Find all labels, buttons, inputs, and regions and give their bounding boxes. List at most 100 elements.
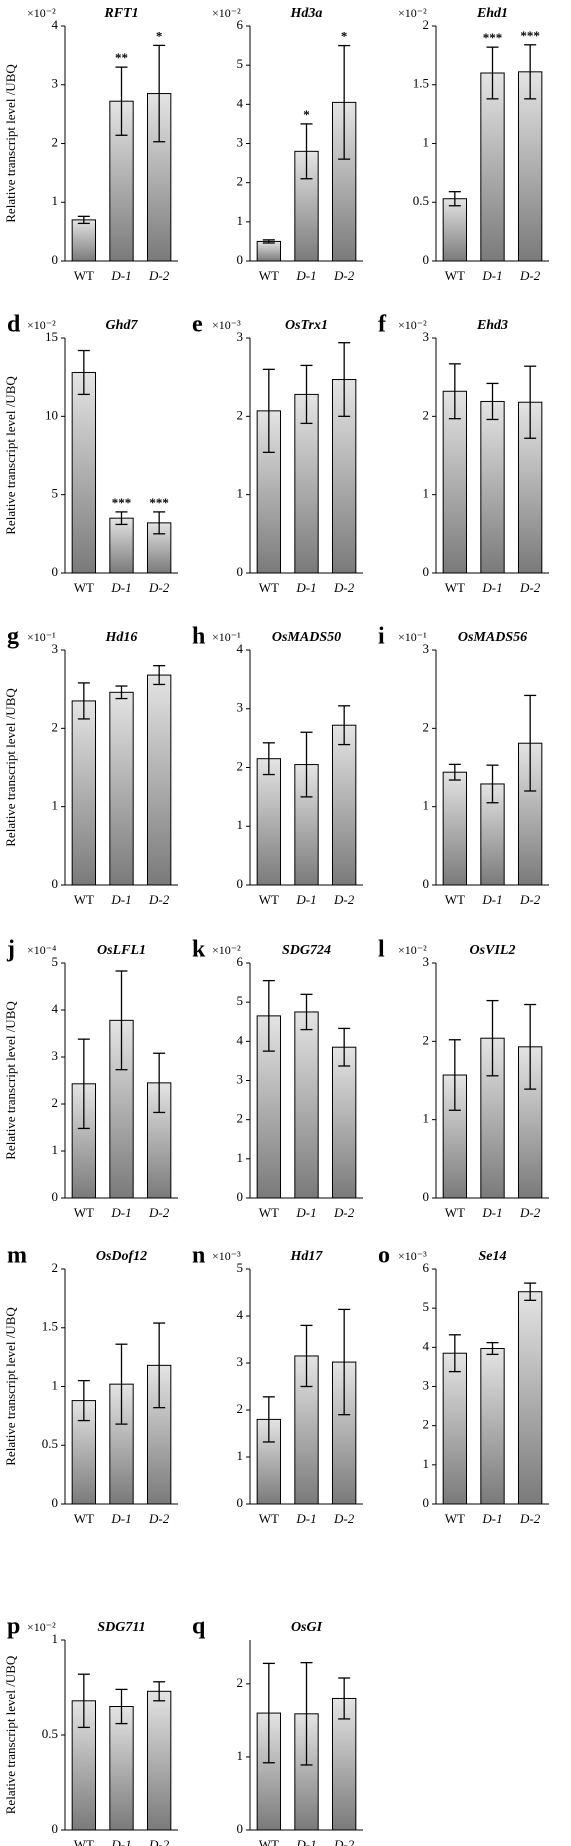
- y-tick-label: 3: [423, 329, 430, 344]
- y-tick-label: 1: [237, 1748, 244, 1763]
- bar: [146, 674, 172, 886]
- y-tick-label: 2: [237, 174, 244, 189]
- y-tick-label: 0: [52, 252, 59, 267]
- x-tick-label: D-1: [295, 580, 316, 595]
- y-tick-label: 10: [45, 407, 58, 422]
- y-tick-label: 2: [52, 1095, 59, 1110]
- bar: [256, 240, 282, 262]
- x-tick-label: D-2: [519, 1205, 541, 1220]
- y-tick-label: 1: [237, 1150, 244, 1165]
- y-tick-label: 0: [52, 1821, 59, 1836]
- x-tick-label: WT: [445, 268, 465, 283]
- x-tick-label: D-2: [148, 892, 170, 907]
- y-tick-label: 3: [423, 641, 430, 656]
- y-tick-label: 1: [423, 1456, 430, 1471]
- x-tick-label: WT: [445, 892, 465, 907]
- x-tick-label: D-1: [481, 1205, 502, 1220]
- x-tick-label: WT: [74, 580, 94, 595]
- y-tick-label: 1: [52, 1631, 59, 1646]
- multiplier: ×10⁻¹: [212, 630, 241, 644]
- x-tick-label: WT: [74, 268, 94, 283]
- y-tick-label: 4: [237, 1032, 244, 1047]
- multiplier: ×10⁻³: [398, 1249, 427, 1263]
- panel-letter: n: [192, 1243, 205, 1269]
- y-tick-label: 1: [423, 486, 430, 501]
- panel-title: Ghd7: [106, 318, 139, 333]
- y-axis-label: Relative transcript level /UBQ: [3, 1655, 18, 1814]
- panel-letter: p: [7, 1614, 20, 1640]
- y-tick-label: 0.5: [413, 193, 429, 208]
- panel-title: Hd17: [290, 1249, 324, 1264]
- y-tick-label: 1: [52, 1142, 59, 1157]
- y-tick-label: 0.5: [42, 1726, 58, 1741]
- y-tick-label: 2: [237, 407, 244, 422]
- y-tick-label: 1: [237, 213, 244, 228]
- x-tick-label: D-2: [148, 1511, 170, 1526]
- x-tick-label: D-1: [481, 268, 502, 283]
- bar: [146, 1690, 172, 1831]
- y-tick-label: 3: [52, 76, 59, 91]
- multiplier: ×10⁻³: [212, 1249, 241, 1263]
- y-tick-label: 2: [237, 758, 244, 773]
- panel-letter: h: [192, 624, 205, 650]
- y-tick-label: 5: [237, 56, 244, 71]
- x-tick-label: D-1: [481, 1511, 502, 1526]
- multiplier: ×10⁻²: [212, 943, 241, 957]
- y-tick-label: 1: [237, 486, 244, 501]
- panel-letter: e: [192, 312, 203, 338]
- y-tick-label: 0: [423, 252, 430, 267]
- x-tick-label: D-1: [481, 892, 502, 907]
- x-tick-label: D-1: [295, 1837, 316, 1846]
- panel-title: OsLFL1: [97, 943, 146, 958]
- y-tick-label: 0: [52, 1495, 59, 1510]
- y-tick-label: 4: [237, 1307, 244, 1322]
- x-tick-label: D-2: [519, 892, 541, 907]
- bar: [71, 371, 97, 574]
- x-tick-label: D-1: [295, 268, 316, 283]
- x-tick-label: D-2: [519, 580, 541, 595]
- x-tick-label: D-2: [333, 580, 355, 595]
- y-tick-label: 1.5: [42, 1319, 58, 1334]
- y-tick-label: 5: [423, 1299, 430, 1314]
- y-tick-label: 1: [423, 1111, 430, 1126]
- bar: [442, 198, 468, 262]
- y-tick-label: 0: [52, 564, 59, 579]
- y-tick-label: 3: [52, 1048, 59, 1063]
- bar: [331, 724, 357, 886]
- x-tick-label: WT: [74, 892, 94, 907]
- x-tick-label: D-1: [295, 1511, 316, 1526]
- bar: [71, 219, 97, 262]
- y-tick-label: 0: [423, 564, 430, 579]
- significance: ***: [520, 28, 540, 43]
- y-tick-label: 0.5: [42, 1436, 58, 1451]
- x-tick-label: WT: [74, 1205, 94, 1220]
- y-tick-label: 0: [52, 876, 59, 891]
- x-tick-label: WT: [445, 580, 465, 595]
- x-tick-label: D-2: [333, 1837, 355, 1846]
- y-tick-label: 0: [237, 1189, 244, 1204]
- bar: [331, 1046, 357, 1199]
- y-tick-label: 2: [423, 17, 430, 32]
- y-tick-label: 0: [423, 876, 430, 891]
- x-tick-label: WT: [74, 1511, 94, 1526]
- multiplier: ×10⁻²: [212, 6, 241, 20]
- bar: [442, 771, 468, 886]
- y-tick-label: 2: [52, 134, 59, 149]
- bar: [294, 1011, 319, 1199]
- panel-title: OsDof12: [96, 1249, 147, 1264]
- y-tick-label: 2: [237, 1401, 244, 1416]
- y-axis-label: Relative transcript level /UBQ: [3, 376, 18, 535]
- bar: [480, 1348, 505, 1505]
- bar: [517, 1291, 543, 1505]
- bar: [109, 691, 134, 886]
- panel-title: Ehd3: [476, 318, 508, 333]
- y-tick-label: 1.5: [413, 76, 429, 91]
- y-axis-label: Relative transcript level /UBQ: [3, 64, 18, 223]
- significance: **: [115, 50, 128, 65]
- panel-title: Hd16: [105, 630, 138, 645]
- bar: [442, 1352, 468, 1505]
- y-tick-label: 0: [423, 1189, 430, 1204]
- y-tick-label: 3: [237, 134, 244, 149]
- panel-title: OsMADS56: [458, 630, 527, 645]
